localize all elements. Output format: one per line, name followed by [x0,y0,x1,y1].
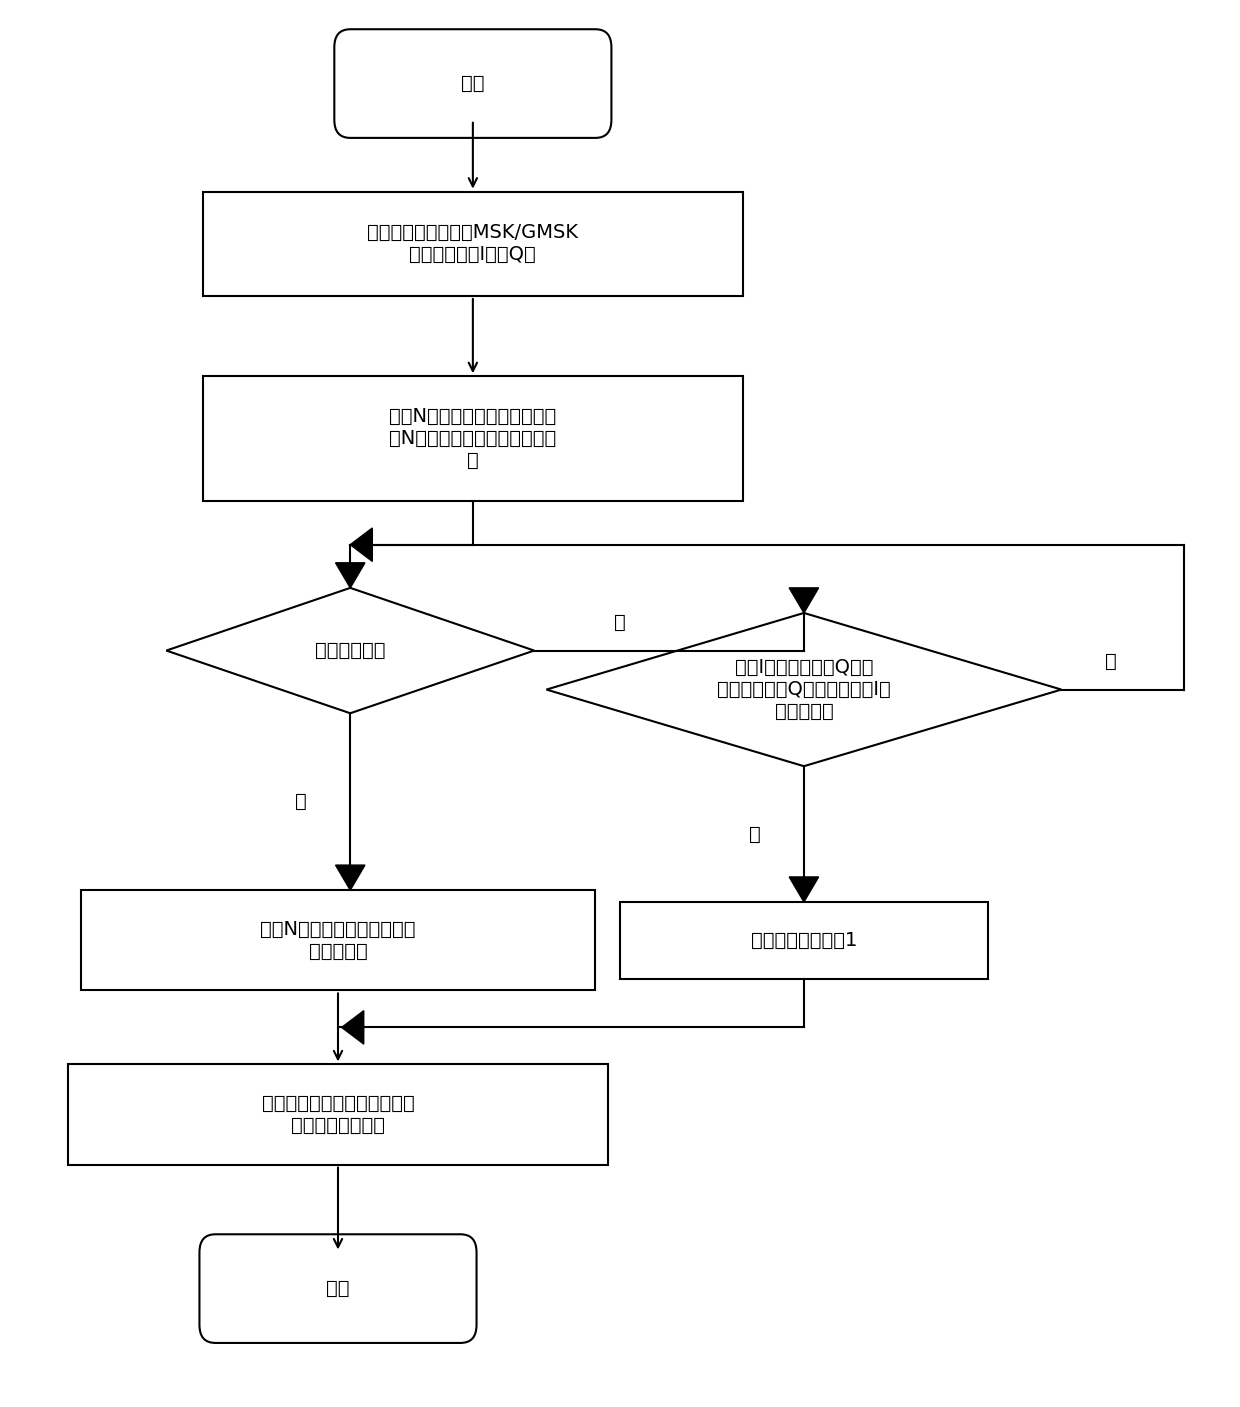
Text: 开始: 开始 [461,75,485,93]
Text: 载波相位已经恢复的MSK/GMSK
基带采样数据I路和Q路: 载波相位已经恢复的MSK/GMSK 基带采样数据I路和Q路 [367,224,578,265]
Text: 结束: 结束 [326,1279,350,1299]
Text: 否: 否 [614,613,626,632]
Polygon shape [350,528,372,561]
Text: 相应的计数器上加1: 相应的计数器上加1 [750,931,857,950]
FancyBboxPatch shape [200,1234,476,1342]
FancyBboxPatch shape [335,30,611,138]
Polygon shape [789,877,818,902]
Polygon shape [336,563,365,588]
Polygon shape [342,1010,363,1044]
Text: 满足I路为极值点且Q路为
过零点，或者Q路为极值点且I路
为过零点？: 满足I路为极值点且Q路为 过零点，或者Q路为极值点且I路 为过零点？ [717,658,890,720]
Bar [203,376,743,501]
Bar [620,902,988,979]
Text: 计时时间到？: 计时时间到？ [315,642,386,660]
Text: 是: 是 [295,792,308,812]
Text: 设置N个计数器，对应码元周期
的N个采样时刻；设置一个计时
器: 设置N个计数器，对应码元周期 的N个采样时刻；设置一个计时 器 [389,407,557,470]
Text: 是: 是 [749,825,761,844]
Polygon shape [336,865,365,891]
Text: 比较N个计数器的数值大小，
选出最大值: 比较N个计数器的数值大小， 选出最大值 [260,920,415,961]
Text: 否: 否 [1105,653,1116,671]
Bar [68,1064,608,1165]
Polygon shape [547,613,1061,767]
Bar [203,191,743,295]
Bar [81,891,595,991]
Polygon shape [789,588,818,613]
Polygon shape [166,588,534,713]
Text: 将该计数器对应的采样时刻作
为码元起始时刻。: 将该计数器对应的采样时刻作 为码元起始时刻。 [262,1095,414,1135]
